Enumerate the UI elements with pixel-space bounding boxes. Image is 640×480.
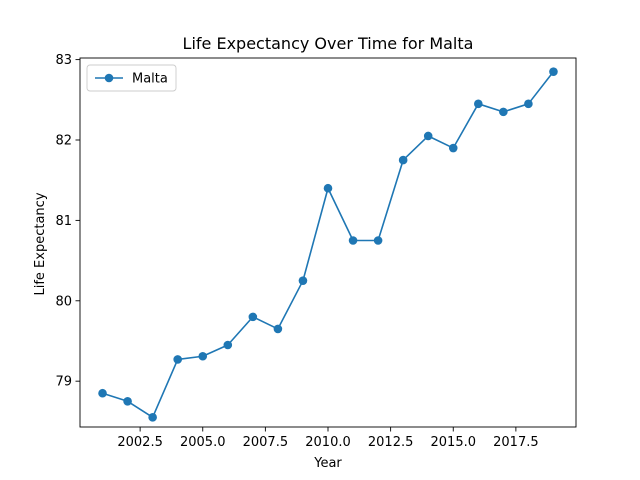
data-point [223, 340, 233, 350]
data-point [524, 99, 533, 109]
data-point [423, 131, 433, 141]
legend-box [86, 64, 177, 92]
axes-frame [79, 57, 577, 428]
x-tick-label: 2007.5 [243, 435, 289, 450]
legend: Malta [86, 64, 177, 92]
data-point [173, 355, 182, 364]
y-tick-label: 79 [55, 375, 72, 390]
legend-label-malta: Malta [132, 72, 168, 87]
y-axis-label: Life Expectancy [33, 192, 48, 295]
x-tick-label: 2017.5 [493, 435, 539, 450]
data-point [123, 396, 132, 406]
x-tick-label: 2015.0 [431, 435, 477, 450]
data-point [398, 155, 408, 165]
data-point [198, 351, 208, 361]
data-point [273, 324, 283, 334]
data-point [348, 236, 358, 245]
x-tick-label: 2002.5 [117, 435, 163, 450]
x-axis-label: Year [313, 456, 342, 471]
data-point [549, 67, 558, 76]
x-tick-label: 2010.0 [305, 435, 351, 450]
data-point [323, 183, 333, 193]
y-tick-label: 83 [55, 53, 72, 68]
y-tick-label: 82 [55, 134, 72, 149]
plot-area: 2002.5 2005.0 2007.5 2010.0 2012.5 2015.0 2017… [55, 53, 577, 450]
data-point [373, 236, 383, 245]
data-point [148, 413, 157, 422]
y-tick-label: 81 [55, 214, 72, 229]
chart-title: Life Expectancy Over Time for Malta [183, 34, 474, 53]
data-point [499, 107, 508, 117]
legend-marker-swatch [104, 73, 114, 83]
x-tick-label: 2012.5 [368, 435, 414, 450]
y-tick-label: 80 [55, 294, 72, 309]
data-point [248, 312, 258, 322]
data-point [448, 143, 458, 153]
data-point [298, 276, 308, 285]
data-point [98, 388, 107, 398]
data-point [474, 99, 483, 109]
x-tick-label: 2005.0 [180, 435, 226, 450]
